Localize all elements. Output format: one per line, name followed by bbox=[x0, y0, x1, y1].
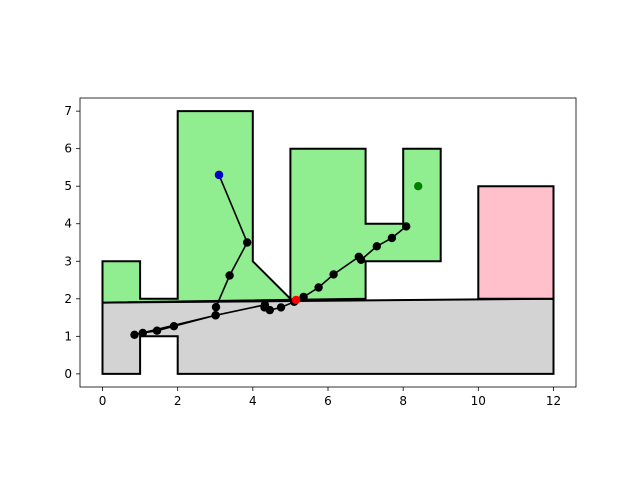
x-tick-label: 4 bbox=[249, 394, 257, 408]
path-vertex bbox=[211, 311, 220, 320]
y-tick-label: 7 bbox=[64, 104, 72, 118]
marker-layer bbox=[214, 170, 423, 305]
path-vertex bbox=[138, 328, 147, 338]
path-vertex bbox=[225, 271, 234, 280]
path-vertex bbox=[372, 242, 381, 251]
path-vertex bbox=[387, 233, 397, 243]
x-tick-label: 2 bbox=[174, 394, 182, 408]
y-tick-label: 2 bbox=[64, 292, 72, 306]
x-tick-label: 6 bbox=[324, 394, 332, 408]
y-tick-label: 6 bbox=[64, 142, 72, 156]
y-tick-label: 5 bbox=[64, 179, 72, 193]
path-vertex bbox=[402, 222, 411, 231]
path-vertex bbox=[276, 303, 286, 312]
y-tick-label: 4 bbox=[64, 217, 72, 231]
path-vertex bbox=[265, 305, 274, 315]
path-vertex bbox=[243, 238, 252, 247]
path-vertex bbox=[152, 326, 162, 335]
path-vertex bbox=[356, 255, 366, 264]
y-tick-label: 0 bbox=[64, 367, 72, 381]
start-point bbox=[214, 170, 224, 180]
path-vertex bbox=[169, 322, 179, 331]
goal-point bbox=[414, 182, 423, 191]
x-tick-label: 10 bbox=[471, 394, 486, 408]
y-tick-label: 1 bbox=[64, 329, 72, 343]
path-vertex bbox=[329, 270, 338, 279]
x-tick-label: 0 bbox=[99, 394, 107, 408]
y-tick-label: 3 bbox=[64, 254, 72, 268]
x-tick-label: 8 bbox=[399, 394, 407, 408]
path-vertex bbox=[211, 302, 221, 312]
region-pink bbox=[477, 185, 555, 300]
connection-point bbox=[291, 295, 301, 305]
x-tick-label: 12 bbox=[546, 394, 561, 408]
path-vertex bbox=[299, 292, 308, 302]
path-vertex bbox=[130, 330, 139, 339]
path-vertex bbox=[314, 283, 323, 292]
